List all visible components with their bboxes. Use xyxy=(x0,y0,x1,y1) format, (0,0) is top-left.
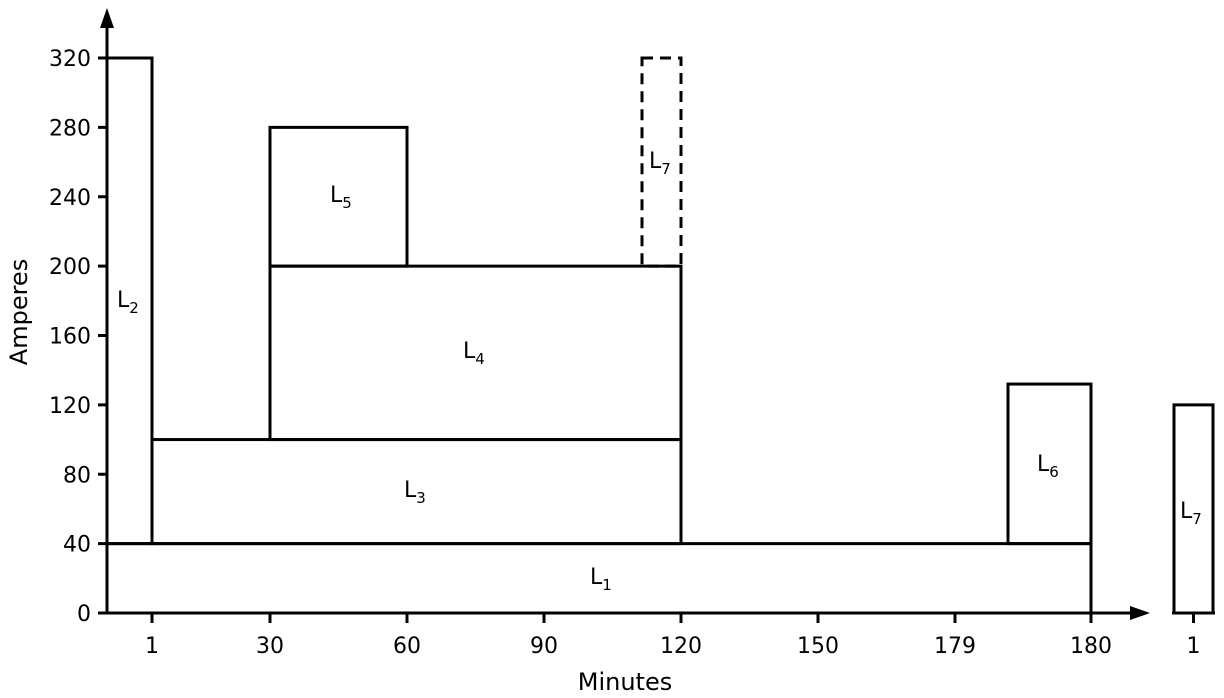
y-axis-arrow xyxy=(100,8,114,28)
x-axis-arrow xyxy=(1130,606,1150,620)
y-tick-label: 160 xyxy=(49,325,91,350)
x-axis-title: Minutes xyxy=(578,668,672,696)
x-tick-label-final: 1 xyxy=(1187,634,1201,659)
label-l7-random: L7 xyxy=(649,149,671,178)
x-tick-label: 30 xyxy=(256,634,284,659)
label-l5: L5 xyxy=(330,183,352,212)
y-tick-label: 200 xyxy=(49,255,91,280)
axes xyxy=(100,8,1215,620)
x-tick-label: 60 xyxy=(393,634,421,659)
label-l6: L6 xyxy=(1037,452,1059,481)
y-tick-label: 80 xyxy=(63,463,91,488)
label-l3: L3 xyxy=(404,478,426,507)
box-l5 xyxy=(268,125,409,268)
label-l4: L4 xyxy=(463,339,485,368)
box-l6 xyxy=(1006,382,1093,546)
x-tick-label: 179 xyxy=(934,634,976,659)
label-l1: L1 xyxy=(590,565,612,594)
y-tick-label: 240 xyxy=(49,186,91,211)
y-tick-label: 320 xyxy=(49,47,91,72)
load-boxes xyxy=(105,56,1215,615)
x-tick-label: 180 xyxy=(1070,634,1112,659)
x-ticks: 1 30 60 90 120 150 179 180 1 xyxy=(145,613,1201,659)
x-tick-label: 90 xyxy=(530,634,558,659)
box-l4 xyxy=(268,264,683,442)
label-l2: L2 xyxy=(117,288,139,317)
box-labels: L1 L2 L3 L4 L5 L6 L7 L7 xyxy=(117,149,1202,594)
y-ticks: 0 40 80 120 160 200 240 280 320 xyxy=(49,47,107,627)
label-l7-final: L7 xyxy=(1180,499,1202,528)
y-tick-label: 120 xyxy=(49,394,91,419)
x-tick-label: 1 xyxy=(145,634,159,659)
x-tick-label: 150 xyxy=(797,634,839,659)
y-tick-label: 280 xyxy=(49,116,91,141)
y-tick-label: 0 xyxy=(77,602,91,627)
x-tick-label: 120 xyxy=(660,634,702,659)
y-tick-label: 40 xyxy=(63,533,91,558)
y-axis-title: Amperes xyxy=(5,259,33,365)
box-l7-random xyxy=(640,56,683,268)
